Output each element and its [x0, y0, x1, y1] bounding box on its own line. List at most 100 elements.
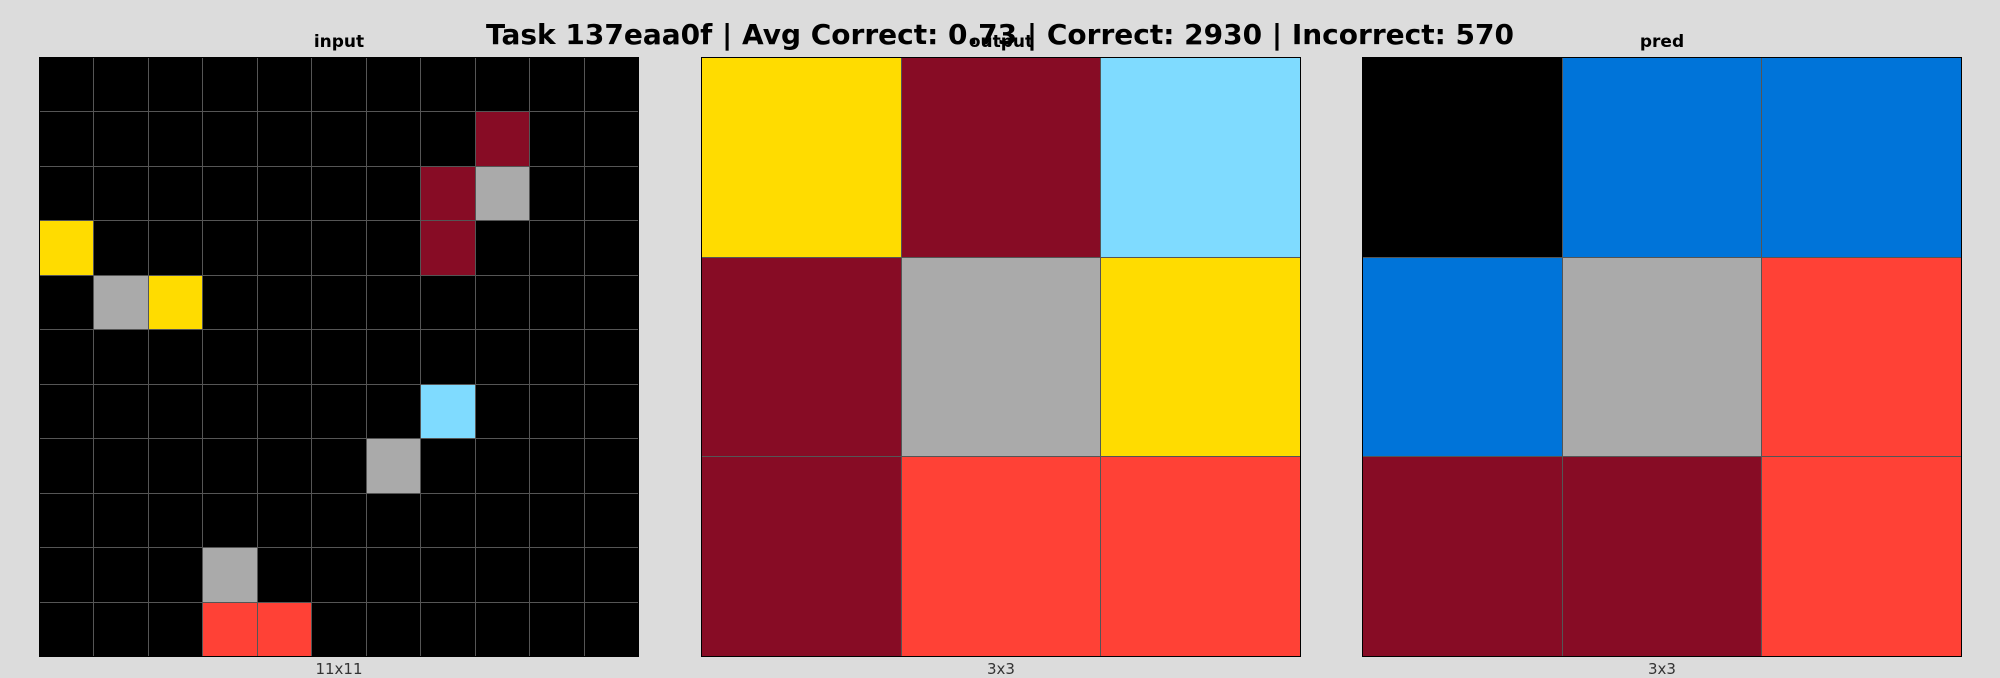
- grid-cell: [40, 112, 94, 166]
- grid-cell: [702, 457, 901, 656]
- grid-cell: [584, 330, 638, 384]
- grid-cell: [584, 384, 638, 439]
- grid-cell: [94, 166, 148, 221]
- grid-cell: [1562, 58, 1762, 257]
- grid-cell: [148, 330, 203, 384]
- grid-cell: [366, 493, 421, 548]
- grid-cell: [94, 384, 148, 439]
- grid-cell: [94, 330, 148, 384]
- grid-cell: [366, 439, 421, 493]
- grid-cell: [530, 602, 584, 656]
- grid-cell: [40, 166, 94, 221]
- grid-cell: [94, 493, 148, 548]
- output-size-caption: 3x3: [987, 660, 1015, 678]
- grid-cell: [203, 384, 257, 439]
- grid-cell: [257, 439, 312, 493]
- grid-cell: [421, 439, 475, 493]
- grid-cell: [312, 112, 366, 166]
- grid-cell: [94, 112, 148, 166]
- grid-cell: [1363, 257, 1562, 457]
- grid-cell: [203, 112, 257, 166]
- grid-cell: [312, 221, 366, 275]
- grid-cell: [584, 602, 638, 656]
- grid-cell: [1101, 257, 1300, 457]
- grid-cell: [366, 112, 421, 166]
- grid-cell: [203, 221, 257, 275]
- grid-cell: [901, 257, 1101, 457]
- grid-cell: [421, 166, 475, 221]
- grid-cell: [257, 166, 312, 221]
- grid-cell: [94, 58, 148, 112]
- figure-title: Task 137eaa0f | Avg Correct: 0.73 | Corr…: [485, 18, 1514, 51]
- grid-cell: [40, 602, 94, 656]
- grid-cell: [366, 275, 421, 330]
- grid-cell: [530, 58, 584, 112]
- grid-cell: [203, 58, 257, 112]
- grid-cell: [584, 439, 638, 493]
- grid-cell: [584, 112, 638, 166]
- pred-size-caption: 3x3: [1648, 660, 1676, 678]
- grid-cell: [421, 58, 475, 112]
- grid-cell: [366, 384, 421, 439]
- grid-cell: [40, 439, 94, 493]
- grid-cell: [312, 275, 366, 330]
- grid-cell: [40, 493, 94, 548]
- grid-cell: [530, 493, 584, 548]
- grid-cell: [366, 221, 421, 275]
- grid-cell: [148, 112, 203, 166]
- grid-cell: [1363, 58, 1562, 257]
- grid-cell: [94, 439, 148, 493]
- grid-cell: [257, 275, 312, 330]
- grid-cell: [40, 384, 94, 439]
- grid-cell: [312, 548, 366, 602]
- panel-title-input: input: [313, 32, 365, 52]
- grid-cell: [312, 384, 366, 439]
- grid-cell: [475, 275, 530, 330]
- grid-cell: [312, 439, 366, 493]
- grid-cell: [1101, 457, 1300, 656]
- grid-cell: [421, 384, 475, 439]
- grid-cell: [148, 493, 203, 548]
- grid-cell: [1762, 58, 1961, 257]
- grid-cell: [475, 58, 530, 112]
- grid-cell: [530, 384, 584, 439]
- grid-cell: [702, 257, 901, 457]
- grid-cell: [40, 330, 94, 384]
- grid-cell: [148, 221, 203, 275]
- grid-cell: [1562, 457, 1762, 656]
- grid-cell: [475, 330, 530, 384]
- grid-cell: [257, 112, 312, 166]
- grid-cell: [475, 166, 530, 221]
- grid-cell: [530, 330, 584, 384]
- grid-cell: [901, 457, 1101, 656]
- grid-cell: [40, 548, 94, 602]
- grid-cell: [148, 58, 203, 112]
- grid-cell: [257, 221, 312, 275]
- panel-title-output: output: [968, 32, 1034, 52]
- grid-cell: [94, 275, 148, 330]
- grid-cell: [421, 221, 475, 275]
- grid-cell: [475, 493, 530, 548]
- grid-cell: [257, 58, 312, 112]
- grid-cell: [530, 548, 584, 602]
- grid-cell: [257, 548, 312, 602]
- grid-cell: [475, 439, 530, 493]
- grid-cell: [257, 602, 312, 656]
- grid-cell: [148, 548, 203, 602]
- grid-cell: [366, 602, 421, 656]
- grid-cell: [530, 112, 584, 166]
- grid-cell: [475, 112, 530, 166]
- grid-cell: [148, 275, 203, 330]
- grid-cell: [421, 548, 475, 602]
- grid-cell: [1363, 457, 1562, 656]
- grid-cell: [421, 275, 475, 330]
- grid-cell: [148, 439, 203, 493]
- grid-cell: [421, 112, 475, 166]
- grid-cell: [203, 493, 257, 548]
- grid-cell: [366, 330, 421, 384]
- grid-cell: [530, 221, 584, 275]
- grid-cell: [475, 221, 530, 275]
- grid-cell: [366, 548, 421, 602]
- grid-cell: [40, 221, 94, 275]
- grid-cell: [475, 384, 530, 439]
